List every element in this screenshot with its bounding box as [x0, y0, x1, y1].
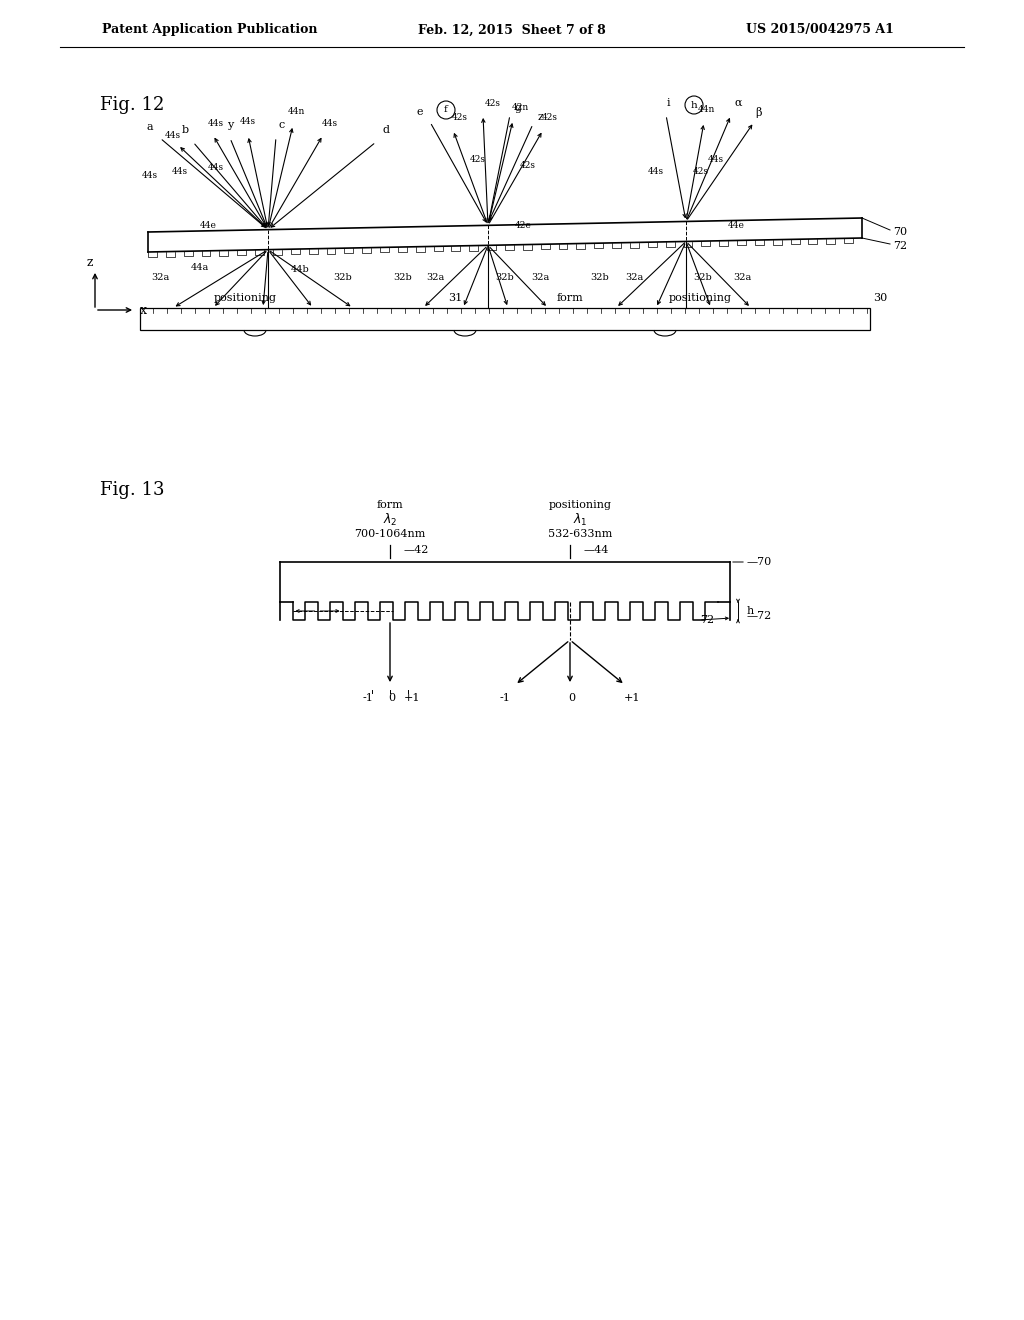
Text: positioning: positioning — [549, 500, 611, 510]
Text: 44s: 44s — [322, 119, 338, 128]
Text: —70: —70 — [746, 557, 772, 568]
Text: 32b: 32b — [334, 273, 352, 282]
Text: 44e: 44e — [728, 220, 744, 230]
Text: 0: 0 — [388, 693, 395, 704]
Text: 42s: 42s — [470, 156, 486, 165]
Text: 44s: 44s — [172, 168, 188, 177]
Text: +1: +1 — [624, 693, 640, 704]
Text: a: a — [146, 121, 154, 132]
Text: h: h — [690, 100, 697, 110]
Text: 44b: 44b — [291, 265, 309, 275]
Text: α: α — [734, 98, 741, 108]
Text: $\lambda_2$: $\lambda_2$ — [383, 512, 397, 528]
Text: -1: -1 — [500, 693, 510, 704]
Text: 32a: 32a — [426, 273, 444, 282]
Text: b: b — [181, 125, 188, 135]
Text: 42s: 42s — [485, 99, 501, 108]
Text: —44: —44 — [584, 545, 609, 554]
Text: 32b: 32b — [496, 273, 514, 282]
Text: 42s: 42s — [542, 114, 558, 123]
Text: i: i — [667, 98, 670, 108]
Text: 700-1064nm: 700-1064nm — [354, 529, 426, 539]
Text: 44n: 44n — [288, 107, 305, 116]
Text: 32b: 32b — [591, 273, 609, 282]
Text: 72: 72 — [893, 242, 907, 251]
Text: 72: 72 — [700, 615, 714, 624]
Text: form: form — [557, 293, 584, 304]
Text: x: x — [139, 304, 146, 317]
Text: 44s: 44s — [708, 156, 724, 165]
Text: 32a: 32a — [151, 273, 169, 282]
Text: $\lambda_1$: $\lambda_1$ — [572, 512, 588, 528]
Bar — [140, 308, 870, 330]
Text: e: e — [417, 107, 423, 117]
Text: h: h — [746, 606, 754, 616]
Text: 532-633nm: 532-633nm — [548, 529, 612, 539]
Text: 44s: 44s — [208, 164, 224, 173]
Text: y: y — [227, 120, 233, 129]
Text: g: g — [514, 103, 521, 114]
Text: 42s: 42s — [693, 168, 709, 177]
Text: 42e: 42e — [515, 220, 531, 230]
Text: +1: +1 — [403, 693, 420, 704]
Text: Feb. 12, 2015  Sheet 7 of 8: Feb. 12, 2015 Sheet 7 of 8 — [418, 24, 606, 37]
Text: 32a: 32a — [625, 273, 643, 282]
Text: -1: -1 — [362, 693, 374, 704]
Text: 42n: 42n — [511, 103, 528, 112]
Text: 44s: 44s — [240, 117, 256, 127]
Text: 0: 0 — [568, 693, 575, 704]
Text: 42s: 42s — [452, 114, 468, 123]
Text: positioning: positioning — [669, 293, 731, 304]
Text: z: z — [87, 256, 93, 269]
Text: Fig. 12: Fig. 12 — [100, 96, 165, 114]
Text: 32a: 32a — [530, 273, 549, 282]
Text: 42s: 42s — [520, 161, 536, 169]
Text: Fig. 13: Fig. 13 — [100, 480, 165, 499]
Text: 32b: 32b — [693, 273, 713, 282]
Text: 44s: 44s — [648, 168, 664, 177]
Text: d: d — [383, 125, 389, 135]
Text: 32a: 32a — [733, 273, 752, 282]
Text: 44a: 44a — [190, 264, 209, 272]
Text: 44n: 44n — [697, 106, 715, 115]
Text: 44e: 44e — [200, 220, 216, 230]
Text: 31: 31 — [447, 293, 462, 304]
Text: z: z — [537, 112, 543, 121]
Text: Patent Application Publication: Patent Application Publication — [102, 24, 317, 37]
Text: 44s: 44s — [142, 170, 158, 180]
Text: c: c — [279, 120, 285, 129]
Text: form: form — [377, 500, 403, 510]
Text: f: f — [444, 106, 447, 115]
Text: —42: —42 — [404, 545, 429, 554]
Text: 44s: 44s — [208, 120, 224, 128]
Text: positioning: positioning — [213, 293, 276, 304]
Text: US 2015/0042975 A1: US 2015/0042975 A1 — [746, 24, 894, 37]
Text: —72: —72 — [746, 611, 772, 620]
Text: 32b: 32b — [393, 273, 413, 282]
Text: 44s: 44s — [165, 131, 181, 140]
Text: β: β — [755, 107, 761, 119]
Text: 70: 70 — [893, 227, 907, 238]
Text: 30: 30 — [872, 293, 887, 304]
